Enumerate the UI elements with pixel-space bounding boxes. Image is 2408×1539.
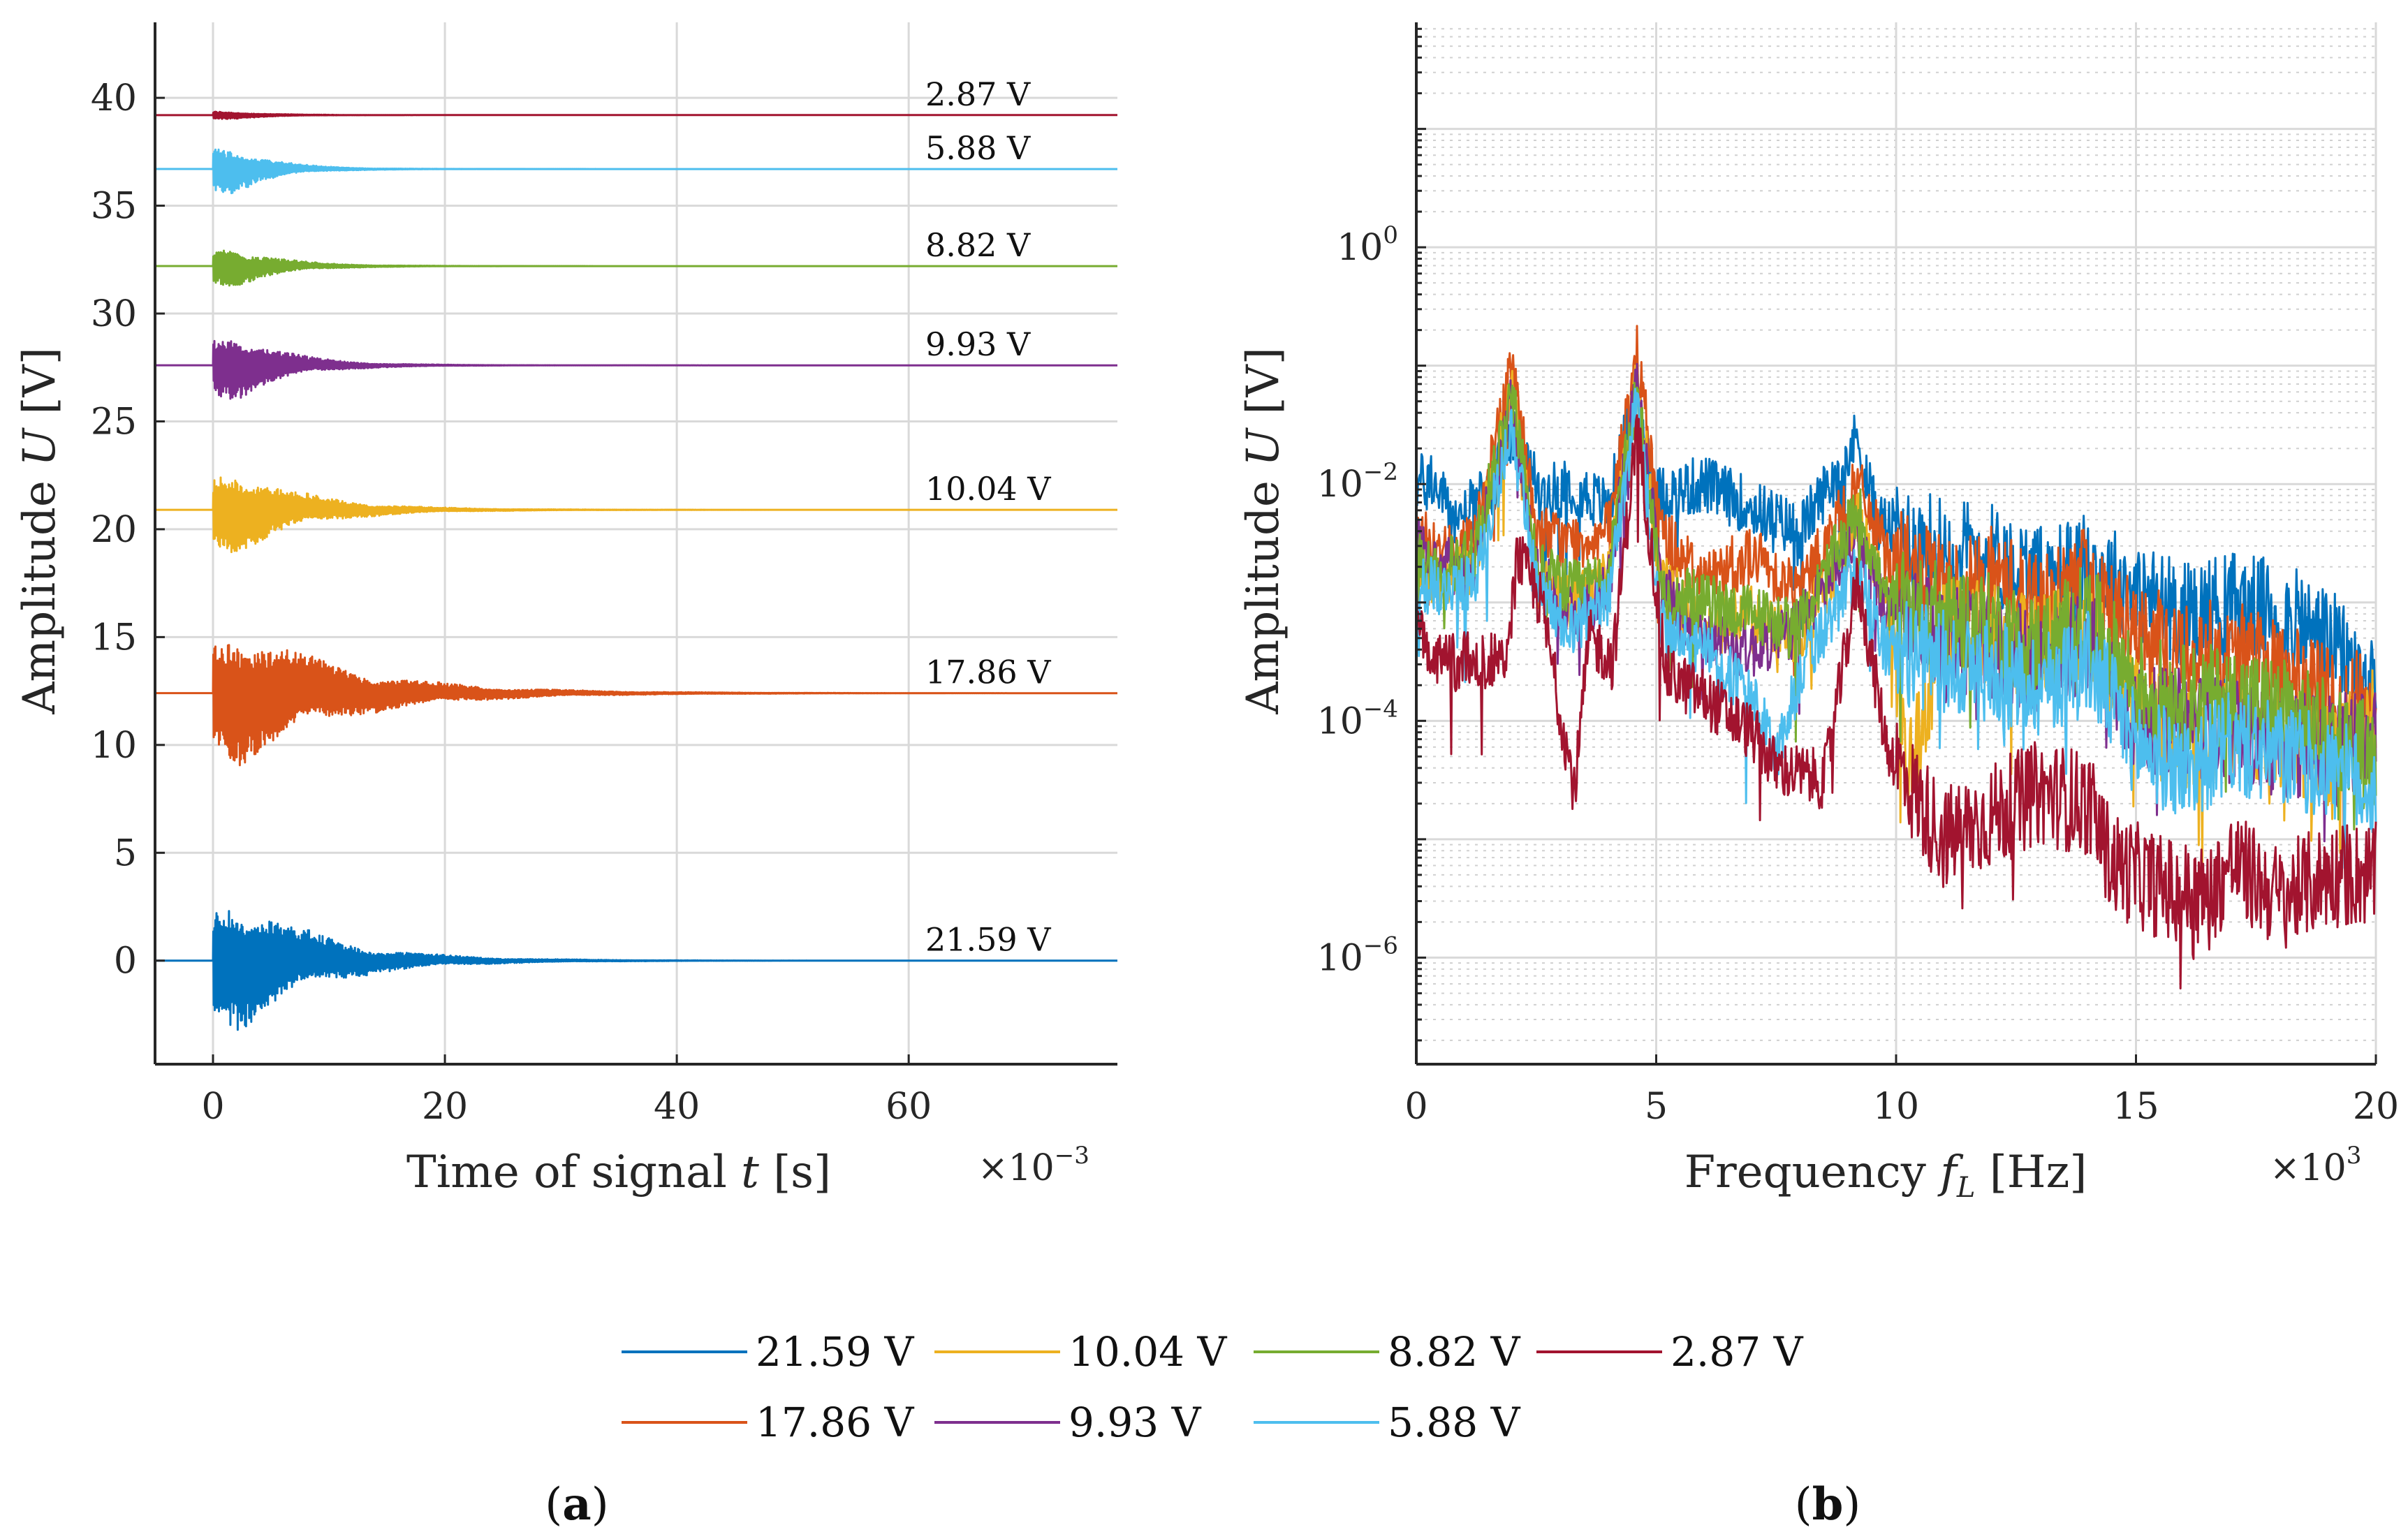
panel-b-series <box>1415 325 2377 989</box>
panel-a-time-signal: 21.59 V 17.86 V 10.04 V 9.93 V 8.82 V 5.88 V 2… <box>14 22 1118 1198</box>
legend-label: 9.93 V <box>1069 1399 1202 1446</box>
series-annotation: 5.88 V <box>925 129 1031 167</box>
legend-label: 5.88 V <box>1388 1399 1521 1446</box>
panel-a-axes <box>154 22 1117 1066</box>
y-tick-label: 0 <box>114 941 137 982</box>
spectrum-line-1786 <box>1415 325 2377 830</box>
series-annotation: 8.82 V <box>925 226 1031 264</box>
x-tick-label: 20 <box>422 1086 468 1128</box>
legend-label: 21.59 V <box>756 1328 914 1376</box>
legend-label: 10.04 V <box>1069 1328 1227 1376</box>
panel-a-annotations: 21.59 V 17.86 V 10.04 V 9.93 V 8.82 V 5.88 V 2… <box>925 75 1051 959</box>
legend: 21.59 V 10.04 V 8.82 V 2.87 V 17.86 V 9.93 V 5… <box>622 1328 1804 1446</box>
panel-a-x-ticks: 0 20 40 60 <box>201 1054 932 1128</box>
series-line-993 <box>155 339 1118 400</box>
x-tick-label: 15 <box>2113 1086 2159 1128</box>
series-annotation: 17.86 V <box>925 654 1051 691</box>
y-tick-label: 100 <box>1337 221 1398 269</box>
series-line-1004 <box>155 476 1118 554</box>
panel-a-y-ticks: 0 5 10 15 20 25 30 35 40 <box>91 78 165 982</box>
y-tick-label: 10 <box>91 725 137 767</box>
spectrum-line-287 <box>1415 414 2377 989</box>
x-tick-label: 0 <box>1404 1086 1427 1128</box>
y-tick-label: 40 <box>91 78 137 119</box>
x-tick-label: 60 <box>886 1086 932 1128</box>
y-tick-label: 35 <box>91 186 137 228</box>
legend-label: 2.87 V <box>1671 1328 1804 1376</box>
subfigure-label-a: (a) <box>545 1478 608 1531</box>
panel-b-y-axis-label: Amplitude U [V] <box>1238 347 1289 714</box>
x-tick-label: 10 <box>1873 1086 1919 1128</box>
x-tick-label: 20 <box>2353 1086 2399 1128</box>
series-line-1786 <box>155 644 1118 767</box>
series-line-287 <box>155 110 1118 120</box>
legend-label: 8.82 V <box>1388 1328 1521 1376</box>
panel-b-y-ticks: 10−6 10−4 10−2 100 <box>1317 221 1398 979</box>
y-tick-label: 30 <box>91 293 137 335</box>
panel-a-y-axis-label: Amplitude U [V] <box>14 347 66 714</box>
series-line-2159 <box>155 910 1118 1031</box>
legend-label: 17.86 V <box>756 1399 914 1446</box>
x-tick-label: 0 <box>201 1086 224 1128</box>
panel-a-x-multiplier: ×10−3 <box>978 1142 1089 1189</box>
y-tick-label: 15 <box>91 617 137 658</box>
y-tick-label: 10−6 <box>1317 932 1398 979</box>
y-tick-label: 10−4 <box>1317 695 1398 742</box>
x-tick-label: 40 <box>654 1086 700 1128</box>
panel-a-x-axis-label: Time of signal t [s] <box>406 1147 831 1198</box>
series-line-882 <box>155 249 1118 287</box>
panel-b-x-multiplier: ×103 <box>2270 1142 2361 1189</box>
x-tick-label: 5 <box>1645 1086 1668 1128</box>
panel-b-frequency-spectrum: 0 5 10 15 20 10−6 10−4 10−2 100 Frequency fL [H… <box>1238 22 2399 1204</box>
panel-b-x-axis-label: Frequency fL [Hz] <box>1684 1147 2087 1204</box>
panel-b-x-ticks: 0 5 10 15 20 <box>1404 1054 2399 1128</box>
panel-b-axes <box>1415 22 2376 1066</box>
panel-a-series <box>155 110 1118 1031</box>
series-annotation: 10.04 V <box>925 470 1051 508</box>
spectrum-line-588 <box>1415 388 2377 869</box>
series-annotation: 9.93 V <box>925 325 1031 363</box>
subfigure-label-b: (b) <box>1795 1478 1861 1531</box>
y-tick-label: 20 <box>91 509 137 551</box>
y-tick-label: 5 <box>114 832 137 874</box>
series-annotation: 21.59 V <box>925 921 1051 959</box>
series-line-588 <box>155 148 1118 195</box>
y-tick-label: 25 <box>91 401 137 443</box>
y-tick-label: 10−2 <box>1317 458 1398 506</box>
series-annotation: 2.87 V <box>925 75 1031 113</box>
